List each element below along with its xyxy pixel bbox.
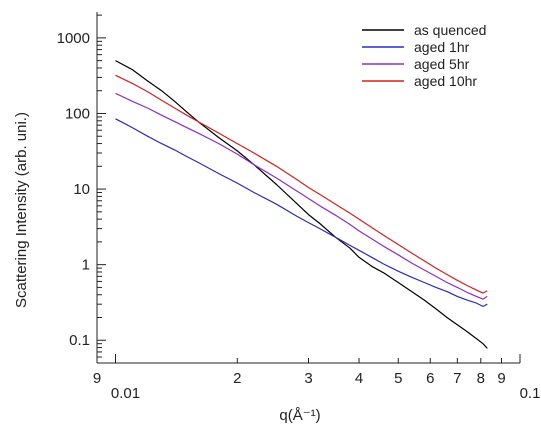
y-tick-label: 1000 bbox=[57, 30, 90, 47]
x-tick-label: 6 bbox=[426, 370, 434, 387]
legend-label: aged 1hr bbox=[414, 39, 470, 55]
legend-label: aged 5hr bbox=[414, 56, 470, 72]
x-tick-label: 8 bbox=[477, 370, 485, 387]
x-tick-label: 3 bbox=[304, 370, 312, 387]
series-line-aged-1hr bbox=[115, 118, 488, 307]
legend-label: aged 10hr bbox=[414, 73, 477, 89]
legend-label: as quenced bbox=[414, 22, 486, 38]
x-tick-label: 0.01 bbox=[111, 385, 140, 402]
series-layer bbox=[115, 60, 488, 349]
y-tick-label: 10 bbox=[73, 181, 90, 198]
x-tick-label: 9 bbox=[497, 370, 505, 387]
x-tick-label: 5 bbox=[394, 370, 402, 387]
x-tick-label: 2 bbox=[233, 370, 241, 387]
series-line-aged-5hr bbox=[115, 92, 488, 300]
y-axis-title: Scattering Intensity (arb. uni.) bbox=[13, 112, 30, 308]
x-tick-label: 7 bbox=[453, 370, 461, 387]
series-line-aged-10hr bbox=[115, 74, 488, 294]
series-line-as-quenced bbox=[115, 60, 488, 349]
x-tick-label: 0.1 bbox=[520, 385, 541, 402]
y-tick-label: 0.1 bbox=[69, 332, 90, 349]
x-tick-label: 4 bbox=[355, 370, 363, 387]
y-tick-label: 1 bbox=[82, 257, 90, 274]
y-tick-label: 100 bbox=[65, 105, 90, 122]
x-tick-label: 9 bbox=[93, 370, 101, 387]
x-axis-title: q(Å⁻¹) bbox=[279, 407, 320, 424]
